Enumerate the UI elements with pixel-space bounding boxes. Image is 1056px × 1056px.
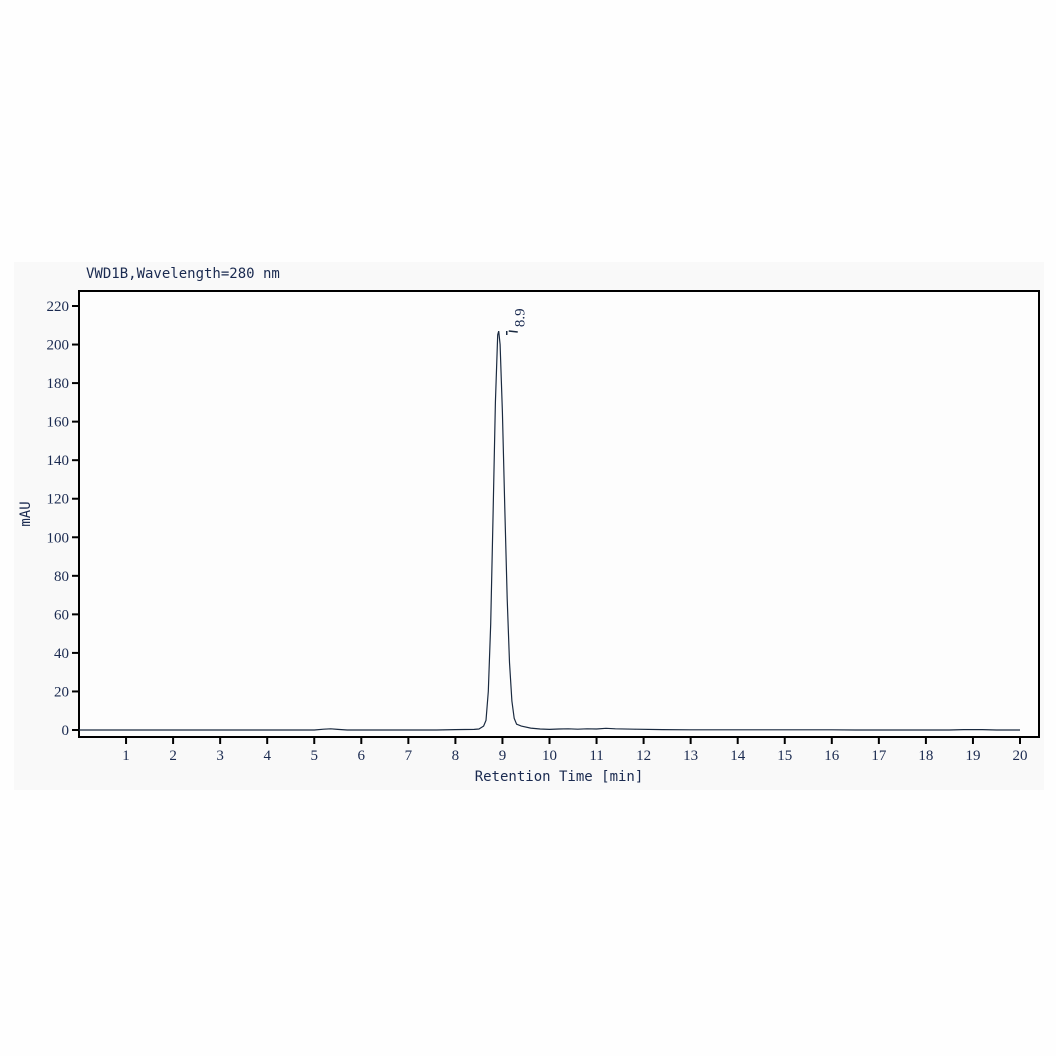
y-tick-label: 80 xyxy=(54,569,69,585)
peak-marker xyxy=(505,330,518,336)
y-tick-label: 220 xyxy=(47,299,70,315)
y-tick-label: 180 xyxy=(47,376,70,392)
y-axis-title: mAU xyxy=(18,501,34,526)
peak-label: 8.9 xyxy=(513,308,529,327)
plot-area xyxy=(78,290,1040,738)
x-tick-label: 2 xyxy=(169,748,177,764)
y-tick-label: 160 xyxy=(47,415,70,431)
chart-title: VWD1B,Wavelength=280 nm xyxy=(86,266,280,282)
y-tick-label: 100 xyxy=(47,530,70,546)
x-tick-label: 6 xyxy=(358,748,366,764)
y-tick-label: 0 xyxy=(62,723,70,739)
x-tick-label: 13 xyxy=(683,748,698,764)
y-tick-label: 40 xyxy=(54,646,69,662)
x-tick-label: 10 xyxy=(542,748,557,764)
x-tick-label: 16 xyxy=(824,748,840,764)
x-tick-label: 19 xyxy=(965,748,980,764)
y-tick-label: 200 xyxy=(47,338,70,354)
x-tick-label: 17 xyxy=(871,748,887,764)
y-tick-label: 20 xyxy=(54,684,69,700)
y-tick-label: 120 xyxy=(47,492,70,508)
x-tick-label: 1 xyxy=(122,748,130,764)
x-tick-label: 14 xyxy=(730,748,746,764)
x-tick-label: 15 xyxy=(777,748,792,764)
x-axis-title: Retention Time [min] xyxy=(475,769,644,785)
x-tick-label: 20 xyxy=(1013,748,1028,764)
x-tick-label: 7 xyxy=(405,748,413,764)
y-tick-label: 140 xyxy=(47,453,70,469)
chromatogram-trace xyxy=(79,330,1020,731)
x-tick-label: 9 xyxy=(499,748,507,764)
x-tick-label: 12 xyxy=(636,748,651,764)
x-tick-label: 4 xyxy=(263,748,271,764)
x-tick-label: 3 xyxy=(216,748,224,764)
x-tick-label: 18 xyxy=(918,748,933,764)
x-tick-label: 5 xyxy=(311,748,319,764)
x-tick-label: 8 xyxy=(452,748,460,764)
x-tick-label: 11 xyxy=(589,748,603,764)
y-tick-label: 60 xyxy=(54,607,69,623)
